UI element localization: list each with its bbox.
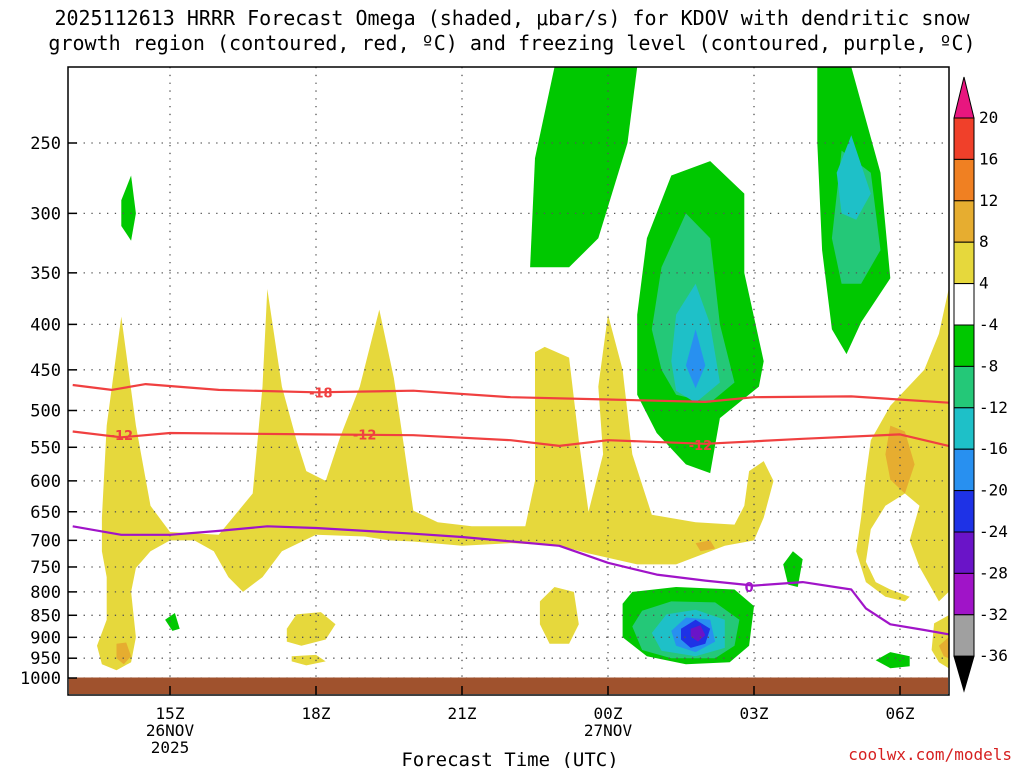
x-tick-label-06Z: 06Z bbox=[886, 704, 915, 723]
y-tick-label-800: 800 bbox=[30, 583, 61, 603]
colorbar-segment-12 bbox=[953, 572, 975, 616]
colorbar-segment-13 bbox=[953, 614, 975, 657]
omega-region-neg4-17 bbox=[875, 652, 910, 669]
x-tick-label-21Z: 21Z bbox=[448, 704, 477, 723]
colorbar: 20 16 12 8 4 -4 -8 -12 -16 -20 -24 -28 -32 -36 bbox=[953, 76, 1008, 693]
colorbar-label-0: 20 bbox=[979, 108, 998, 127]
omega-region-neg4-14 bbox=[165, 613, 180, 631]
y-tick-label-250: 250 bbox=[30, 134, 61, 154]
colorbar-segment-8 bbox=[953, 407, 975, 450]
y-tick-label-550: 550 bbox=[30, 438, 61, 458]
terrain bbox=[69, 677, 948, 694]
contour-label-4: 0 bbox=[745, 581, 754, 596]
x-tick-label-00Z: 00Z bbox=[594, 704, 623, 723]
omega-region-4-5 bbox=[539, 587, 579, 644]
title-line-2: growth region (contoured, red, ºC) and f… bbox=[48, 31, 976, 55]
omega-region-4-4 bbox=[291, 654, 326, 666]
omega-region-8-9 bbox=[695, 540, 716, 552]
colorbar-segment-6 bbox=[953, 324, 975, 367]
y-tick-label-450: 450 bbox=[30, 361, 61, 381]
colorbar-segment-4 bbox=[953, 241, 975, 285]
colorbar-label-11: -28 bbox=[979, 563, 1008, 582]
y-tick-label-850: 850 bbox=[30, 606, 61, 626]
colorbar-label-4: 4 bbox=[979, 274, 989, 293]
gridlines bbox=[68, 67, 949, 695]
plot-frame bbox=[67, 66, 950, 696]
contour-label-1: -12 bbox=[110, 429, 134, 444]
y-tick-label-300: 300 bbox=[30, 204, 61, 224]
omega-region-neg4-10 bbox=[530, 67, 638, 268]
y-tick-label-500: 500 bbox=[30, 402, 61, 422]
colorbar-segment-2 bbox=[953, 158, 975, 202]
colorbar-label-7: -12 bbox=[979, 398, 1008, 417]
omega-region-neg24-27 bbox=[690, 625, 706, 642]
omega-region-neg4-13 bbox=[121, 175, 136, 241]
colorbar-label-6: -8 bbox=[979, 356, 998, 375]
colorbar-label-8: -16 bbox=[979, 439, 1008, 458]
omega-region-8-7 bbox=[885, 425, 915, 494]
colorbar-label-2: 12 bbox=[979, 191, 998, 210]
terrain-surface bbox=[69, 677, 948, 694]
y-tick-label-600: 600 bbox=[30, 472, 61, 492]
colorbar-label-12: -32 bbox=[979, 605, 1008, 624]
title-line-1: 2025112613 HRRR Forecast Omega (shaded, … bbox=[54, 6, 970, 30]
x-tick-label-18Z: 18Z bbox=[302, 704, 331, 723]
colorbar-segment-10 bbox=[953, 490, 975, 533]
y-tick-label-700: 700 bbox=[30, 531, 61, 551]
x-date-label-27NOV: 27NOV bbox=[584, 721, 633, 740]
contour-label-2: -12 bbox=[353, 428, 377, 443]
x-year-label: 2025 bbox=[151, 738, 190, 757]
omega-region-8-6 bbox=[116, 642, 132, 665]
freezing_level-contour bbox=[72, 525, 949, 636]
colorbar-segment-11 bbox=[953, 531, 975, 574]
omega-region-neg12-22 bbox=[836, 135, 871, 220]
credit-text[interactable]: coolwx.com/models bbox=[848, 745, 1012, 764]
x-tick-label-03Z: 03Z bbox=[740, 704, 769, 723]
y-tick-label-950: 950 bbox=[30, 649, 61, 669]
contour-label-0: -18 bbox=[309, 386, 333, 401]
dgz_bottom-contour bbox=[72, 430, 949, 447]
colorbar-label-5: -4 bbox=[979, 315, 998, 334]
y-tick-label-650: 650 bbox=[30, 503, 61, 523]
colorbar-label-9: -20 bbox=[979, 481, 1008, 500]
omega-region-neg16-24 bbox=[685, 329, 706, 389]
colorbar-label-1: 16 bbox=[979, 149, 998, 168]
omega-region-4-3 bbox=[286, 612, 336, 646]
colorbar-segment-1 bbox=[953, 117, 975, 160]
y-tick-label-1000: 1000 bbox=[20, 669, 61, 689]
dgz_top-contour bbox=[72, 383, 949, 404]
y-tick-label-350: 350 bbox=[30, 264, 61, 284]
colorbar-segment-3 bbox=[953, 200, 975, 243]
colorbar-label-3: 8 bbox=[979, 232, 989, 251]
contours: -18 -12 -12 -12 0 bbox=[72, 383, 949, 636]
colorbar-bottom-arrow bbox=[953, 655, 975, 693]
y-tick-label-900: 900 bbox=[30, 628, 61, 648]
x-date-label-26NOV: 26NOV bbox=[146, 721, 195, 740]
colorbar-segment-7 bbox=[953, 365, 975, 409]
y-tick-label-750: 750 bbox=[30, 558, 61, 578]
axes: 2503003504004505005506006507007508008509… bbox=[20, 66, 950, 768]
colorbar-segment-5 bbox=[953, 283, 975, 326]
x-tick-label-15Z: 15Z bbox=[156, 704, 185, 723]
omega-region-8-8 bbox=[938, 637, 949, 659]
contour-label-3: -12 bbox=[689, 439, 713, 454]
omega-shading bbox=[97, 67, 949, 671]
omega-region-4-0 bbox=[97, 289, 774, 671]
colorbar-label-10: -24 bbox=[979, 522, 1008, 541]
omega-region-neg4-15 bbox=[783, 551, 803, 587]
x-axis-title: Forecast Time (UTC) bbox=[401, 749, 618, 768]
y-tick-label-400: 400 bbox=[30, 315, 61, 335]
colorbar-label-13: -36 bbox=[979, 646, 1008, 665]
chart-title: 2025112613 HRRR Forecast Omega (shaded, … bbox=[0, 6, 1024, 56]
colorbar-top-arrow bbox=[953, 76, 975, 119]
colorbar-segment-9 bbox=[953, 448, 975, 492]
